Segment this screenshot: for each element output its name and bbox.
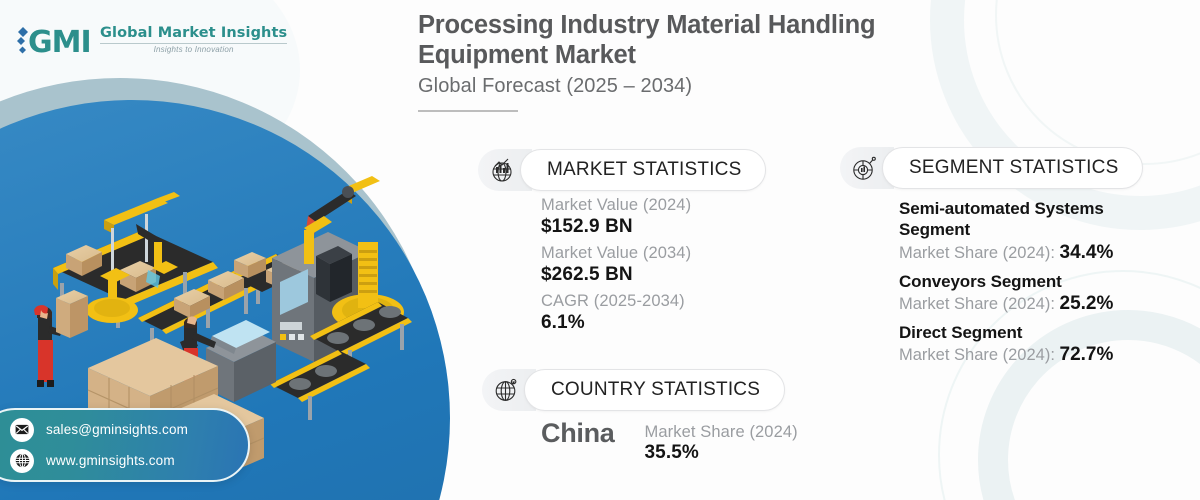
market-stat-label: CAGR (2025-2034) [541,292,685,310]
globe-icon [10,448,34,473]
page-subtitle: Global Forecast (2025 – 2034) [418,75,693,98]
country-statistics-label: COUNTRY STATISTICS [551,379,761,400]
gmi-logo-icon: GMI [14,22,92,58]
market-statistics-list: Market Value (2024) $152.9 BN Market Val… [541,196,691,340]
brand-rule [100,43,288,45]
segment-statistics-label: SEGMENT STATISTICS [909,157,1119,178]
country-name: China [541,418,615,448]
segment-item: Conveyors Segment Market Share (2024): 2… [899,271,1169,315]
market-stat-row: Market Value (2024) $152.9 BN [541,196,691,238]
page-title: Processing Industry Material Handling Eq… [418,11,876,70]
market-statistics-label: MARKET STATISTICS [547,159,742,180]
envelope-icon [10,417,34,442]
segment-name: Direct Segment [899,322,1023,342]
contact-email-row[interactable]: sales@gminsights.com [10,417,248,442]
market-stat-row: Market Value (2034) $262.5 BN [541,244,691,286]
country-share-value: 35.5% [644,442,699,463]
market-stat-row: CAGR (2025-2034) 6.1% [541,292,691,334]
country-share-block: Market Share (2024) 35.5% [645,418,798,464]
segment-share: Market Share (2024): 34.4% [899,242,1169,264]
contact-pill: sales@gminsights.com www.gminsights.com [0,408,250,482]
country-statistics-badge: COUNTRY STATISTICS [482,369,786,411]
segment-share-value: 34.4% [1059,241,1114,263]
country-statistics-pill: COUNTRY STATISTICS [524,369,786,411]
contact-website: www.gminsights.com [46,453,175,468]
segment-share-value: 25.2% [1059,292,1114,314]
segment-name: Conveyors Segment [899,271,1062,291]
segment-statistics-pill: SEGMENT STATISTICS [882,147,1144,189]
market-statistics-badge: MARKET STATISTICS [478,149,767,191]
brand-logo[interactable]: GMI Global Market Insights Insights to I… [14,22,288,58]
segment-share-label: Market Share (2024): [899,294,1055,313]
segment-share: Market Share (2024): 72.7% [899,344,1169,366]
title-divider [418,110,518,113]
market-stat-value: 6.1% [541,312,585,333]
market-stat-value: $262.5 BN [541,264,633,285]
segment-share-label: Market Share (2024): [899,243,1055,262]
market-stat-label: Market Value (2034) [541,244,692,262]
segment-statistics-badge: SEGMENT STATISTICS [840,147,1144,189]
segment-share-label: Market Share (2024): [899,346,1055,364]
market-stat-label: Market Value (2024) [541,196,692,214]
segment-share: Market Share (2024): 25.2% [899,293,1169,315]
header: Processing Industry Material Handling Eq… [418,10,978,113]
brand-name: Global Market Insights [100,24,288,41]
segment-item: Direct Segment Market Share (2024): 72.7… [899,322,1169,366]
brand-logo-text: Global Market Insights Insights to Innov… [100,24,288,55]
segment-statistics-list: Semi-automated Systems Segment Market Sh… [899,198,1169,373]
country-statistics-content: China Market Share (2024) 35.5% [541,418,798,464]
segment-item: Semi-automated Systems Segment Market Sh… [899,198,1169,264]
brand-tagline: Insights to Innovation [153,45,234,55]
market-statistics-pill: MARKET STATISTICS [520,149,767,191]
contact-email: sales@gminsights.com [46,422,189,437]
market-stat-value: $152.9 BN [541,216,633,237]
contact-website-row[interactable]: www.gminsights.com [10,448,248,473]
segment-share-value: 72.7% [1059,344,1114,365]
gantry-crane [86,192,180,323]
conveyor-right-lower [270,302,412,420]
country-share-label: Market Share (2024) [644,423,798,441]
segment-name: Semi-automated Systems Segment [899,199,1104,240]
operator-console [206,320,276,402]
worker-left [34,290,88,387]
svg-text:GMI: GMI [28,25,91,58]
